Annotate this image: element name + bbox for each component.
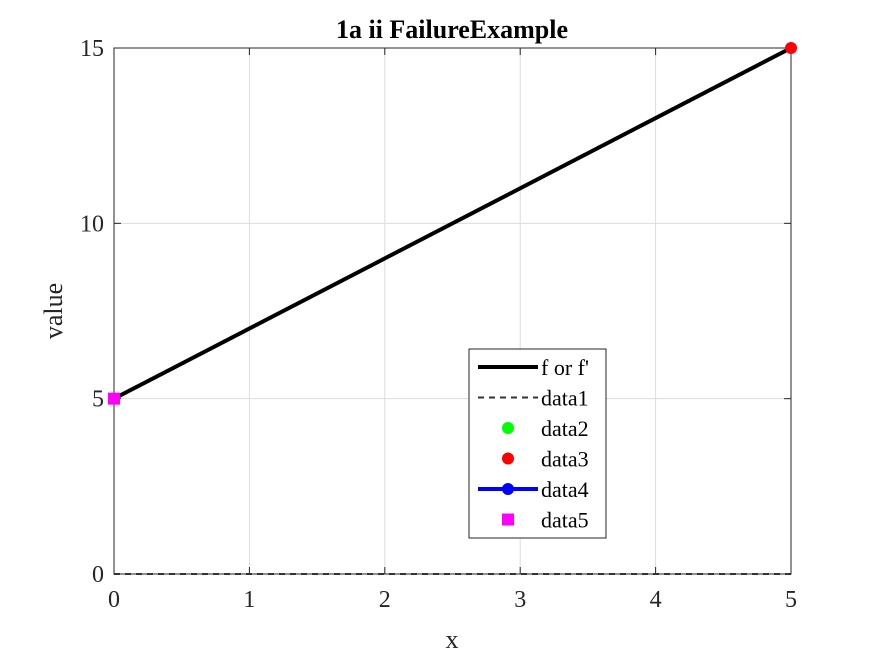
legend-swatch-data4 [502,483,514,495]
legend-swatch-data3 [502,452,514,465]
plot-area [114,48,791,574]
y-tick-label: 5 [92,387,104,413]
legend-box [468,348,607,539]
y-tick-label: 0 [92,562,104,588]
axes-box [113,47,792,575]
x-tick-label: 3 [514,587,526,613]
y-axis-label: value [39,283,68,339]
legend-swatch-data5 [502,513,514,526]
x-tick-label: 2 [379,587,391,613]
x-tick-label: 4 [650,587,662,613]
x-tick-label: 0 [108,587,120,613]
legend: f or f' data1 data2 data3 data4 data5 [468,348,607,539]
series-layer [108,42,797,575]
legend-label-data1: data1 [541,386,589,411]
legend-label-data3: data3 [541,447,589,472]
point-data3 [785,42,797,54]
point-data5 [108,392,120,405]
x-tick-label: 1 [243,587,255,613]
legend-swatch-data2 [502,422,514,434]
chart-title: 1a ii FailureExample [336,15,568,44]
x-tick-label: 5 [785,587,797,613]
legend-label-data4: data4 [541,477,589,502]
y-tick-label: 10 [80,211,104,237]
legend-label-data5: data5 [541,508,589,533]
x-axis-label: x [446,625,459,654]
series-line-f-or-f [112,46,793,401]
legend-label-data2: data2 [541,416,589,441]
tick-labels: 0 1 2 3 4 5 0 5 10 15 [80,36,797,613]
y-tick-label: 15 [80,36,104,62]
legend-label-f-or-f: f or f' [541,355,589,380]
